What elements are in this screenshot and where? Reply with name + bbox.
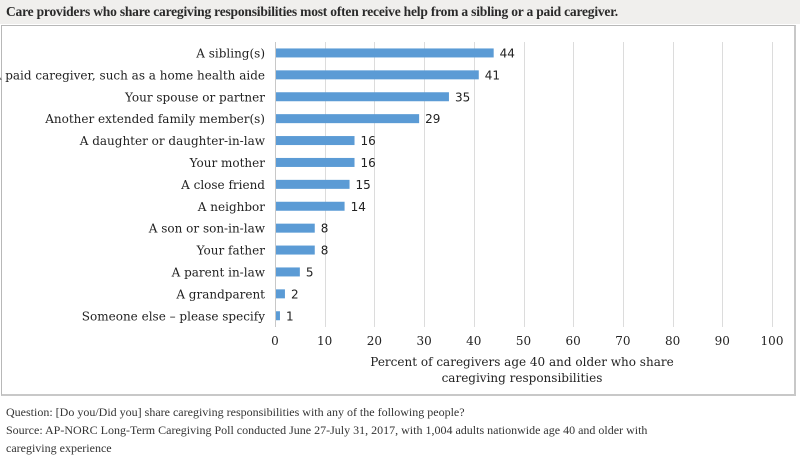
value-label: 1 (286, 309, 294, 323)
category-label: A close friend (180, 178, 265, 192)
bar (276, 48, 494, 58)
category-label: A son or son-in-law (148, 222, 266, 236)
x-tick-label: 50 (516, 334, 531, 348)
x-tick-label: 60 (566, 334, 581, 348)
bar (276, 92, 449, 102)
x-tick-label: 10 (317, 334, 332, 348)
bar (276, 114, 420, 124)
bar (276, 179, 350, 189)
source-note-line-1: Source: AP-NORC Long-Term Caregiving Pol… (6, 423, 648, 437)
bars (276, 48, 494, 321)
bar (276, 311, 280, 321)
category-label: Your mother (189, 156, 266, 170)
x-axis-label-line-1: Percent of caregivers age 40 and older w… (370, 355, 673, 369)
value-label: 15 (356, 178, 371, 192)
bar (276, 136, 355, 146)
bar (276, 289, 285, 299)
value-label: 8 (321, 244, 329, 258)
value-label: 35 (455, 90, 470, 104)
x-tick-label: 80 (665, 334, 680, 348)
category-label: A daughter or daughter-in-law (79, 134, 266, 148)
category-label: Your father (196, 244, 266, 258)
chart-title: Care providers who share caregiving resp… (6, 4, 618, 19)
category-label: A paid caregiver, such as a home health … (0, 68, 265, 82)
x-tick-label: 70 (615, 334, 630, 348)
bar (276, 70, 479, 80)
bar-chart: A sibling(s) A paid caregiver, such as a … (0, 42, 783, 385)
x-tick-label: 90 (715, 334, 730, 348)
bar (276, 245, 315, 255)
gridlines (275, 42, 773, 327)
x-tick-label: 20 (367, 334, 382, 348)
x-tick-labels: 0 10 20 30 40 50 60 70 80 90 100 (271, 334, 783, 348)
title-bar: Care providers who share caregiving resp… (0, 0, 800, 24)
value-label: 41 (485, 68, 500, 82)
category-label: Your spouse or partner (124, 90, 265, 104)
value-label: 2 (291, 287, 299, 301)
bar (276, 201, 345, 211)
value-label: 5 (306, 265, 314, 279)
value-label: 14 (351, 200, 366, 214)
value-label: 44 (500, 46, 515, 60)
x-tick-label: 40 (466, 334, 481, 348)
bar (276, 267, 300, 277)
category-label: Someone else – please specify (82, 309, 265, 323)
category-label: A sibling(s) (195, 46, 265, 60)
question-note: Question: [Do you/Did you] share caregiv… (6, 405, 465, 419)
category-labels: A sibling(s) A paid caregiver, such as a … (0, 46, 266, 323)
category-label: A neighbor (197, 200, 265, 214)
value-label: 8 (321, 222, 329, 236)
x-tick-label: 100 (761, 334, 784, 348)
category-label: A parent in-law (171, 265, 266, 279)
bar (276, 157, 355, 167)
chart-notes: Question: [Do you/Did you] share caregiv… (6, 403, 647, 457)
chart-frame (1, 25, 796, 396)
value-label: 29 (425, 112, 440, 126)
category-label: Another extended family member(s) (44, 112, 265, 126)
bar (276, 223, 315, 233)
category-label: A grandparent (175, 287, 265, 301)
x-tick-label: 0 (271, 334, 279, 348)
value-label: 16 (361, 134, 376, 148)
x-tick-label: 30 (416, 334, 431, 348)
x-axis-label-line-2: caregiving responsibilities (442, 371, 603, 385)
value-label: 16 (361, 156, 376, 170)
source-note-line-2: caregiving experience (6, 441, 112, 455)
